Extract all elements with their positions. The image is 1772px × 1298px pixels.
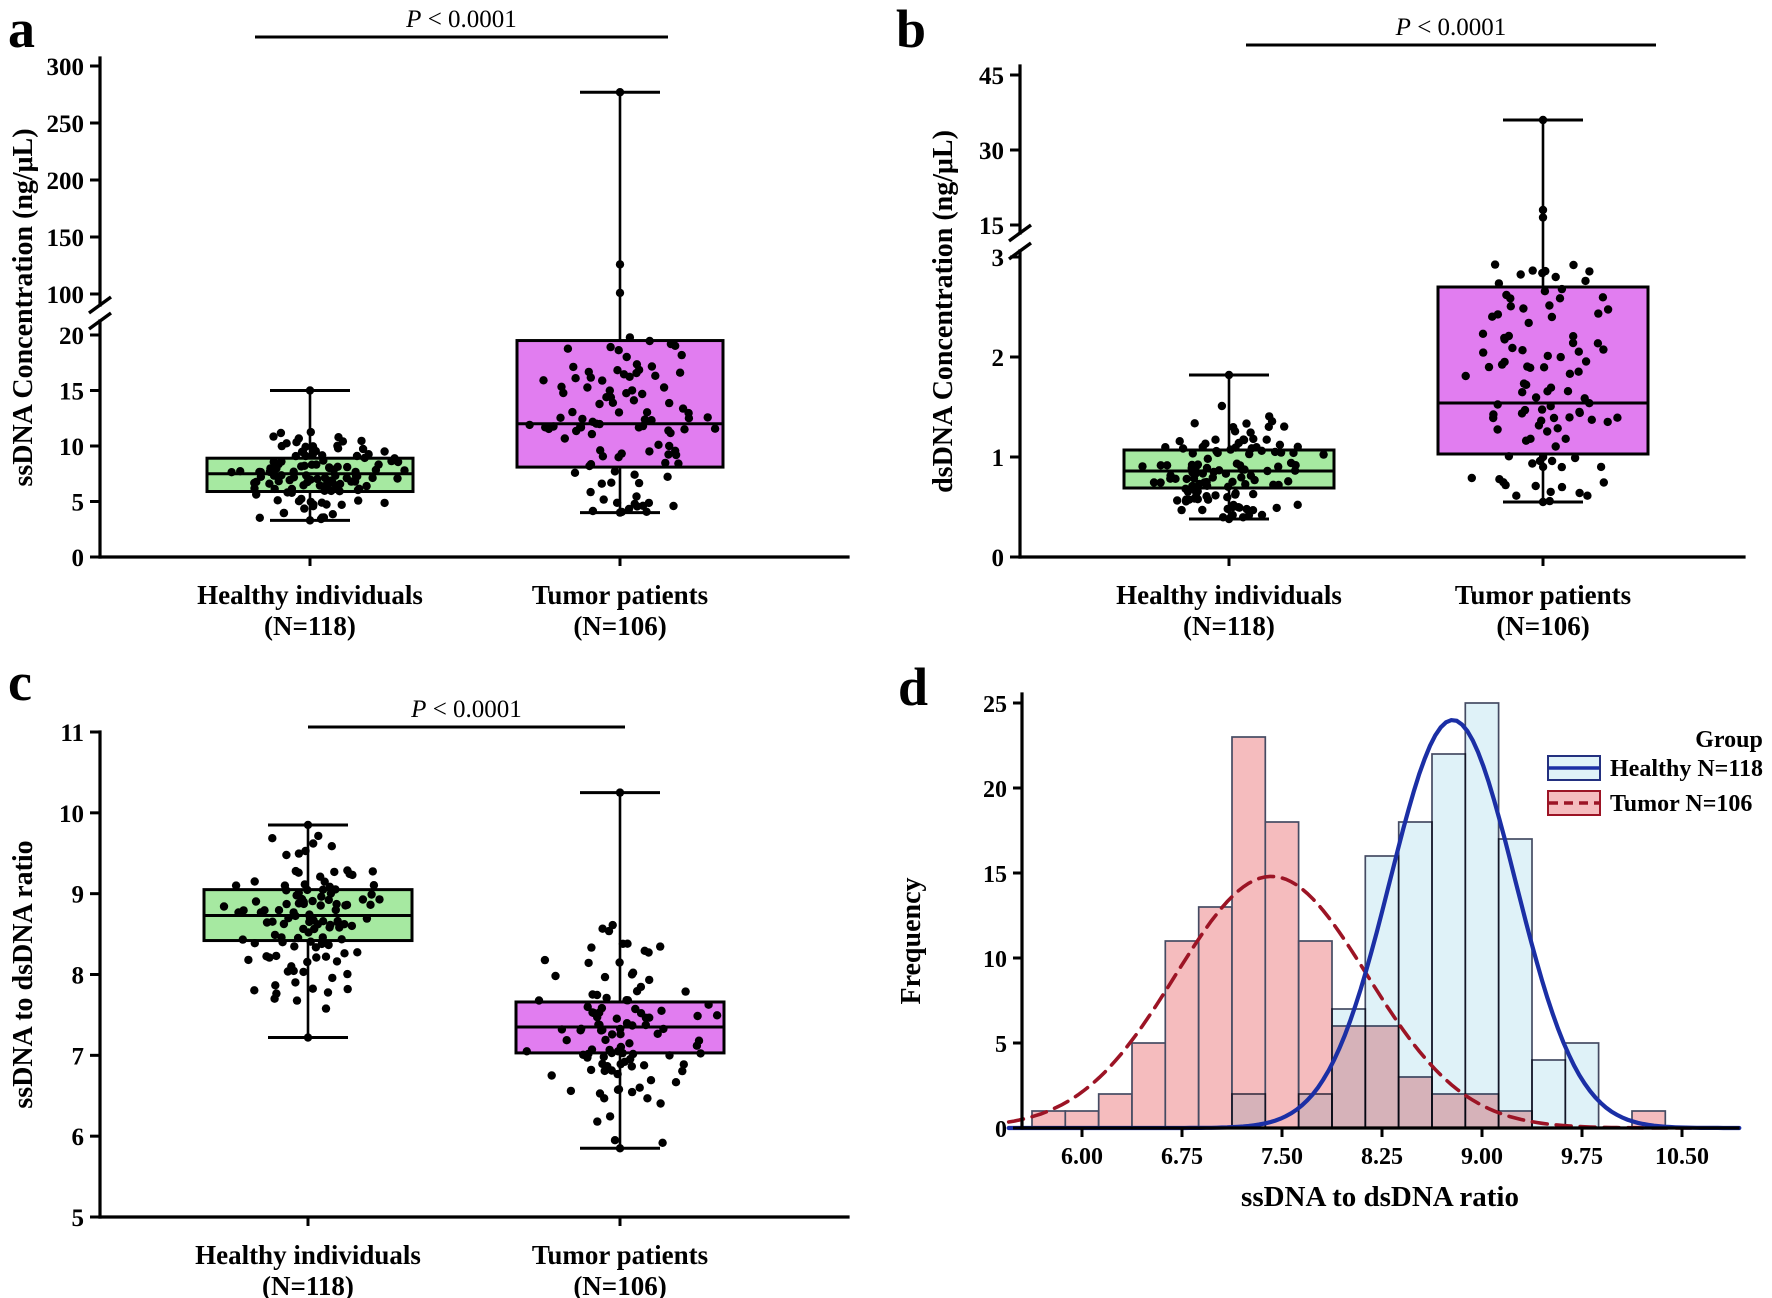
svg-text:(N=118): (N=118) [262, 1271, 354, 1298]
svg-text:dsDNA Concentration (ng/μL): dsDNA Concentration (ng/μL) [928, 130, 959, 493]
svg-text:200: 200 [47, 168, 85, 195]
svg-text:Healthy individuals: Healthy individuals [1116, 580, 1342, 610]
svg-text:15: 15 [983, 862, 1007, 888]
svg-text:ssDNA to dsDNA ratio: ssDNA to dsDNA ratio [1241, 1181, 1519, 1213]
svg-text:Tumor N=106: Tumor N=106 [1610, 791, 1752, 817]
svg-text:5: 5 [995, 1032, 1007, 1058]
panel-c-ratio-boxplot: 5 6 7 8 9 10 11 ssDNA to dsDNA ratio P < 0.0001 H… [8, 696, 850, 1298]
svg-text:7: 7 [72, 1043, 85, 1070]
svg-text:10.50: 10.50 [1655, 1144, 1709, 1170]
svg-text:ssDNA Concentration (ng/μL): ssDNA Concentration (ng/μL) [8, 128, 39, 486]
svg-text:(N=118): (N=118) [1183, 611, 1275, 641]
svg-text:6.75: 6.75 [1161, 1144, 1203, 1170]
svg-text:100: 100 [47, 282, 85, 309]
panel-a-ssdna-boxplot: 0 5 10 15 20 100 150 200 250 300 ssDNA Concentrati… [8, 6, 850, 641]
svg-text:25: 25 [983, 692, 1007, 718]
svg-text:250: 250 [47, 111, 85, 138]
svg-text:0: 0 [72, 545, 85, 572]
svg-text:Healthy N=118: Healthy N=118 [1610, 756, 1763, 782]
svg-text:6: 6 [72, 1124, 85, 1151]
svg-text:20: 20 [59, 323, 84, 350]
svg-text:Tumor patients: Tumor patients [1455, 580, 1631, 610]
svg-text:(N=106): (N=106) [573, 611, 666, 641]
svg-text:9: 9 [72, 882, 85, 909]
svg-text:Frequency: Frequency [896, 877, 927, 1004]
svg-text:P < 0.0001: P < 0.0001 [410, 696, 522, 723]
svg-text:15: 15 [979, 213, 1004, 240]
svg-text:(N=106): (N=106) [573, 1271, 666, 1298]
svg-text:9.75: 9.75 [1561, 1144, 1603, 1170]
svg-text:6.00: 6.00 [1061, 1144, 1103, 1170]
svg-text:15: 15 [59, 379, 84, 406]
svg-text:10: 10 [59, 801, 84, 828]
svg-text:1: 1 [992, 445, 1005, 472]
panel-label-c: c [8, 652, 32, 712]
svg-text:45: 45 [979, 63, 1004, 90]
panel-d-ratio-histogram: 0 5 10 15 20 25 6.00 6.75 7.50 8.25 9.00 9.75 10.50 s… [896, 692, 1763, 1213]
svg-text:ssDNA to dsDNA ratio: ssDNA to dsDNA ratio [8, 840, 39, 1108]
svg-text:20: 20 [983, 777, 1007, 803]
svg-text:10: 10 [59, 434, 84, 461]
svg-text:Group: Group [1695, 727, 1763, 753]
panel-label-b: b [896, 0, 927, 59]
svg-text:Healthy individuals: Healthy individuals [195, 1240, 421, 1270]
svg-text:P < 0.0001: P < 0.0001 [405, 6, 517, 33]
svg-text:Tumor patients: Tumor patients [532, 580, 708, 610]
svg-text:(N=118): (N=118) [264, 611, 356, 641]
svg-text:Tumor patients: Tumor patients [532, 1240, 708, 1270]
svg-text:3: 3 [992, 245, 1005, 272]
svg-text:7.50: 7.50 [1261, 1144, 1303, 1170]
svg-text:2: 2 [992, 345, 1005, 372]
svg-text:150: 150 [47, 225, 85, 252]
svg-text:(N=106): (N=106) [1496, 611, 1589, 641]
svg-text:300: 300 [47, 54, 85, 81]
svg-text:8.25: 8.25 [1361, 1144, 1403, 1170]
svg-text:P < 0.0001: P < 0.0001 [1395, 14, 1507, 41]
panel-b-dsdna-boxplot: 0 1 2 3 15 30 45 dsDNA Concentration (ng/μL) P <… [928, 14, 1746, 641]
svg-text:30: 30 [979, 138, 1004, 165]
svg-text:10: 10 [983, 947, 1007, 973]
svg-text:Healthy individuals: Healthy individuals [197, 580, 423, 610]
svg-text:0: 0 [992, 545, 1005, 572]
panel-label-d: d [898, 657, 929, 717]
svg-text:5: 5 [72, 1205, 85, 1232]
svg-text:8: 8 [72, 963, 85, 990]
svg-text:0: 0 [995, 1117, 1007, 1143]
svg-text:5: 5 [72, 490, 85, 517]
svg-text:9.00: 9.00 [1461, 1144, 1503, 1170]
svg-text:11: 11 [60, 720, 84, 747]
panel-label-a: a [8, 0, 35, 59]
